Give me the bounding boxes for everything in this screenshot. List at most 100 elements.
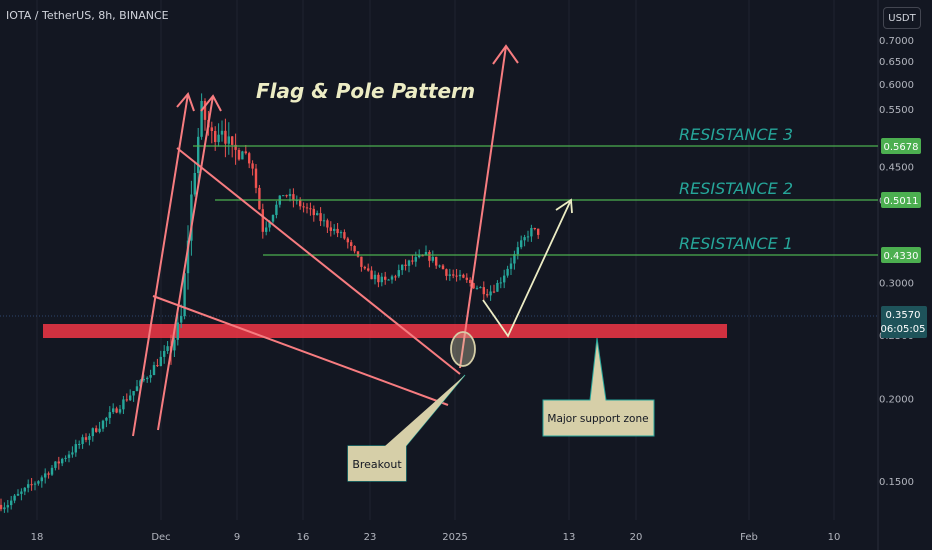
time-tick-2: 9 [234,532,240,543]
candle [537,228,540,239]
candle [166,341,169,354]
candle [237,147,241,161]
candle [105,416,108,428]
candle [146,376,149,383]
candle [78,440,81,449]
resistance-1-tag: 0.4330 [881,247,921,263]
candle [506,265,509,278]
time-tick-8: Feb [740,532,758,543]
candle [496,280,499,292]
svg-text:0.3570: 0.3570 [886,310,921,321]
candle [10,496,13,510]
candle [288,188,292,202]
price-tick-4: 0.4500 [879,163,914,174]
candle [472,282,475,289]
candle [305,203,309,214]
candle [115,406,118,414]
currency-button[interactable]: USDT [883,7,921,29]
candle [516,241,519,260]
candle [30,478,33,491]
candle [513,250,516,270]
candle [523,234,526,247]
svg-text:0.5678: 0.5678 [884,142,919,153]
candle [360,256,363,272]
pattern-title: Flag & Pole Pattern [256,79,475,103]
candle [343,229,346,240]
candle [367,263,370,272]
candle [50,465,54,476]
price-tick-2: 0.6000 [879,80,914,91]
candle [125,393,128,402]
candle [98,421,101,434]
candle [458,270,462,281]
candle [227,122,230,155]
candle [88,433,91,446]
candle [44,468,47,484]
resistance-2-label: RESISTANCE 2 [679,179,793,198]
support-label: Major support zone [547,413,648,425]
candle [390,274,394,284]
candle [530,224,533,242]
candle [353,245,356,254]
candle [486,289,489,298]
candle [74,439,77,457]
candle [241,150,244,160]
candle [152,361,156,376]
candle [149,369,152,383]
candle [465,273,468,283]
candle [234,133,237,165]
candle [309,202,312,216]
breakout-label: Breakout [352,458,402,471]
candle [261,203,264,239]
candle [217,123,220,147]
candle [469,277,472,287]
svg-text:06:05:05: 06:05:05 [881,324,926,335]
candle [329,221,332,237]
candle [183,266,186,320]
candle [84,433,88,443]
pole-arrow-1 [132,92,195,437]
candle [95,425,98,433]
candle [135,380,139,392]
candle [33,481,37,491]
current-price-tag: 0.3570 06:05:05 [881,306,927,338]
candle [57,456,60,470]
candle [431,250,434,263]
candle [214,126,217,151]
candle [40,475,43,488]
candle [452,269,455,279]
candle [441,264,445,270]
price-tick-3: 0.5500 [879,105,914,116]
candle [173,336,176,357]
time-tick-6: 13 [563,532,576,543]
candle [203,98,207,131]
candle [37,480,40,486]
candle [299,197,302,210]
candle [23,487,26,496]
candle [520,235,523,250]
support-zone [43,324,727,338]
candle [193,162,196,197]
candle [61,457,64,467]
candle [0,498,3,512]
candle [6,500,9,513]
candle [455,269,458,282]
candle [424,245,428,256]
price-tick-1: 0.6500 [879,57,914,68]
candle [278,195,281,208]
candle [509,257,513,275]
candle [326,218,329,233]
candle [254,164,258,194]
candle [142,374,145,383]
candle [265,221,268,236]
candle [190,180,193,256]
candle [210,121,213,144]
candle [101,419,105,432]
svg-text:0.4330: 0.4330 [884,251,919,262]
candle [197,128,200,186]
price-tick-8: 0.2000 [879,395,914,406]
candle [112,403,115,414]
time-axis[interactable]: 18 Dec 9 16 23 2025 13 20 Feb 10 [31,532,841,543]
